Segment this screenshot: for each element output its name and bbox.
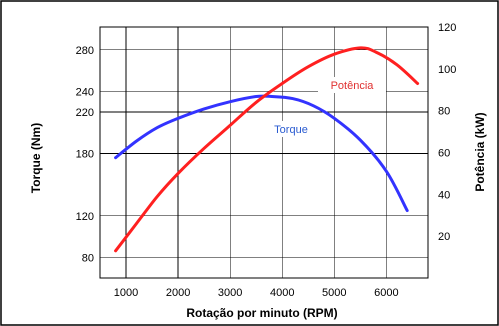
y-left-tick-label: 180 [76, 149, 94, 161]
x-tick-label: 6000 [374, 287, 398, 299]
x-tick-label: 4000 [270, 287, 294, 299]
y-left-tick-label: 80 [82, 252, 94, 264]
potencia-label-bg [318, 77, 386, 93]
y-right-tick-label: 40 [438, 189, 450, 201]
y-left-tick-label: 220 [76, 107, 94, 119]
y-right-tick-label: 100 [438, 64, 456, 76]
y-axis-left-title: Torque (Nm) [29, 123, 43, 193]
y-left-tick-label: 120 [76, 211, 94, 223]
series-layer [114, 46, 420, 253]
y-right-tick-label: 120 [438, 22, 456, 34]
series-labels: Potência Torque [262, 77, 386, 137]
x-tick-label: 5000 [322, 287, 346, 299]
torque-label-bg [262, 121, 322, 137]
y-left-tick-label: 240 [76, 86, 94, 98]
x-axis-title: Rotação por minuto (RPM) [186, 306, 337, 320]
x-tick-label: 3000 [218, 287, 242, 299]
grid [99, 26, 429, 279]
x-tick-label: 1000 [114, 287, 138, 299]
potencia-series-label: Potência [331, 80, 375, 92]
y-right-tick-label: 20 [438, 231, 450, 243]
y-left-tick-label: 280 [76, 45, 94, 57]
plot-area [99, 26, 429, 279]
tick-labels: 1000 2000 3000 4000 5000 6000 80 120 180 220 240 28… [76, 22, 457, 299]
potencia-line [114, 46, 420, 253]
y-right-tick-label: 60 [438, 148, 450, 160]
x-tick-label: 2000 [166, 287, 190, 299]
torque-series-label: Torque [274, 124, 308, 136]
y-right-tick-label: 80 [438, 106, 450, 118]
y-axis-right-title: Potência (kW) [473, 112, 487, 191]
